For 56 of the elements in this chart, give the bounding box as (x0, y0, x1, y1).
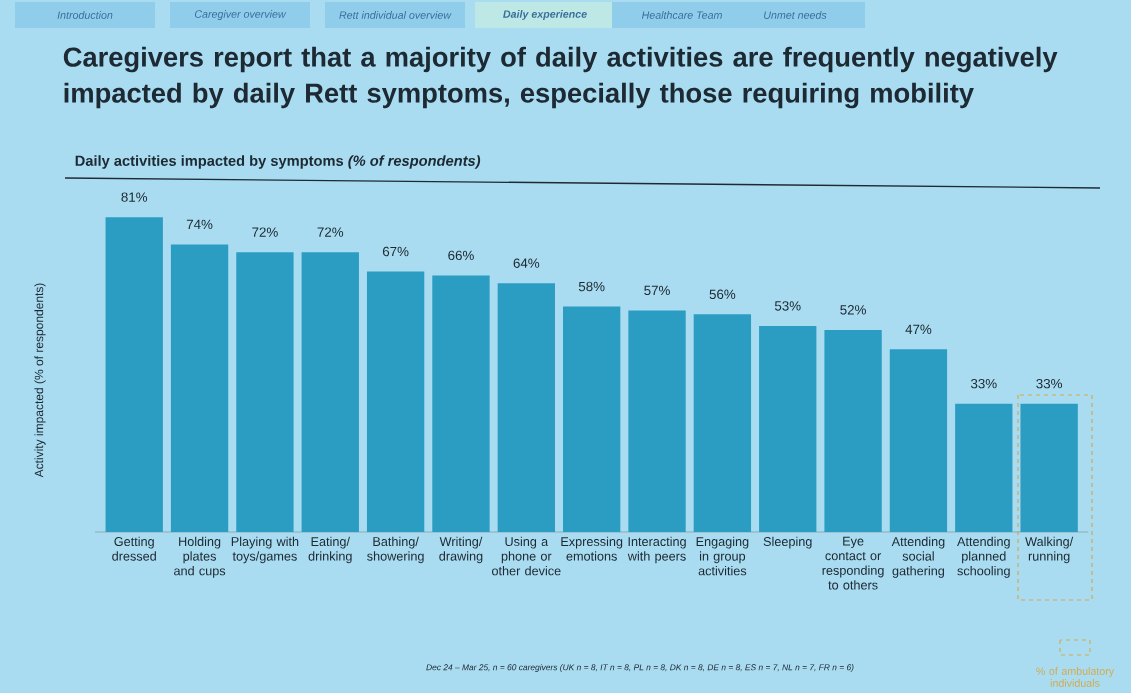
bar (497, 283, 555, 532)
data-label: 52% (840, 305, 866, 315)
data-label: 67% (382, 246, 409, 257)
bar (170, 244, 229, 532)
data-label: 64% (513, 258, 540, 268)
data-label: 57% (644, 285, 670, 296)
text: Dec 24 – Mar 25, n = 60 caregivers (UK n = 8, IT n = 8, PL n = 8, DK n = 8, DE n = 8, ES n = 7, NL n = 7, FR n = 6) (426, 664, 854, 672)
data-label: 72% (252, 227, 278, 237)
x-tick-label: Attending planned schooling (957, 536, 1010, 578)
x-tick-label: Engaging in group activities (696, 536, 749, 576)
text: Healthcare Team (641, 11, 722, 19)
bar (563, 306, 621, 532)
bar (105, 217, 163, 532)
y-axis-title: Activity impacted (% of respondents) (34, 283, 46, 478)
data-label: 33% (1036, 378, 1063, 389)
text: Rett individual overview (339, 11, 452, 19)
data-label: 47% (905, 324, 932, 334)
text: Introduction (57, 11, 113, 19)
x-tick-label: Sleeping (763, 536, 812, 549)
bar (955, 403, 1013, 532)
bar (759, 326, 817, 532)
x-tick-label: Bathing/ showering (367, 536, 424, 564)
data-label: 33% (970, 378, 997, 389)
bar (366, 271, 425, 532)
x-tick-label: Getting dressed (112, 536, 156, 561)
data-label: 53% (774, 301, 801, 311)
bar (693, 314, 752, 532)
x-tick-label: Using a phone or other device (491, 536, 561, 576)
x-tick-label: Expressing emotions (561, 536, 623, 561)
chart-title: Caregivers report that a majority of daily activities are frequently negatively impacted by daily Rett symptoms, especially those requiring mobility (63, 46, 1058, 109)
chart-subtitle: Daily activities impacted by symptoms (% of respondents) (75, 155, 481, 169)
x-tick-label: Interacting with peers (627, 536, 686, 564)
text: Daily experience (503, 10, 587, 20)
x-tick-label: Eating/ drinking (308, 536, 352, 564)
text: % of ambulatory individuals (1036, 667, 1115, 687)
bar (889, 349, 948, 532)
data-label: 58% (578, 281, 605, 292)
bar (824, 329, 882, 532)
x-tick-label: Walking/ running (1025, 536, 1074, 564)
data-label: 74% (186, 219, 213, 230)
data-label: 72% (317, 227, 344, 237)
bar (301, 252, 359, 532)
text: Unmet needs (764, 11, 827, 19)
x-tick-label: Playing with toys/games (231, 536, 299, 564)
bar (1020, 403, 1078, 532)
data-label: 66% (448, 250, 474, 261)
x-tick-label: Eye contact or responding to others (822, 536, 884, 590)
bar (236, 252, 294, 532)
x-tick-label: Writing/ drawing (439, 536, 483, 564)
data-label: 56% (709, 289, 736, 299)
bar (628, 310, 686, 532)
x-tick-label: Holding plates and cups (174, 536, 226, 578)
bar (432, 275, 490, 532)
text: Caregiver overview (194, 10, 287, 20)
x-tick-label: Attending social gathering (891, 536, 945, 578)
data-label: 81% (121, 192, 148, 202)
